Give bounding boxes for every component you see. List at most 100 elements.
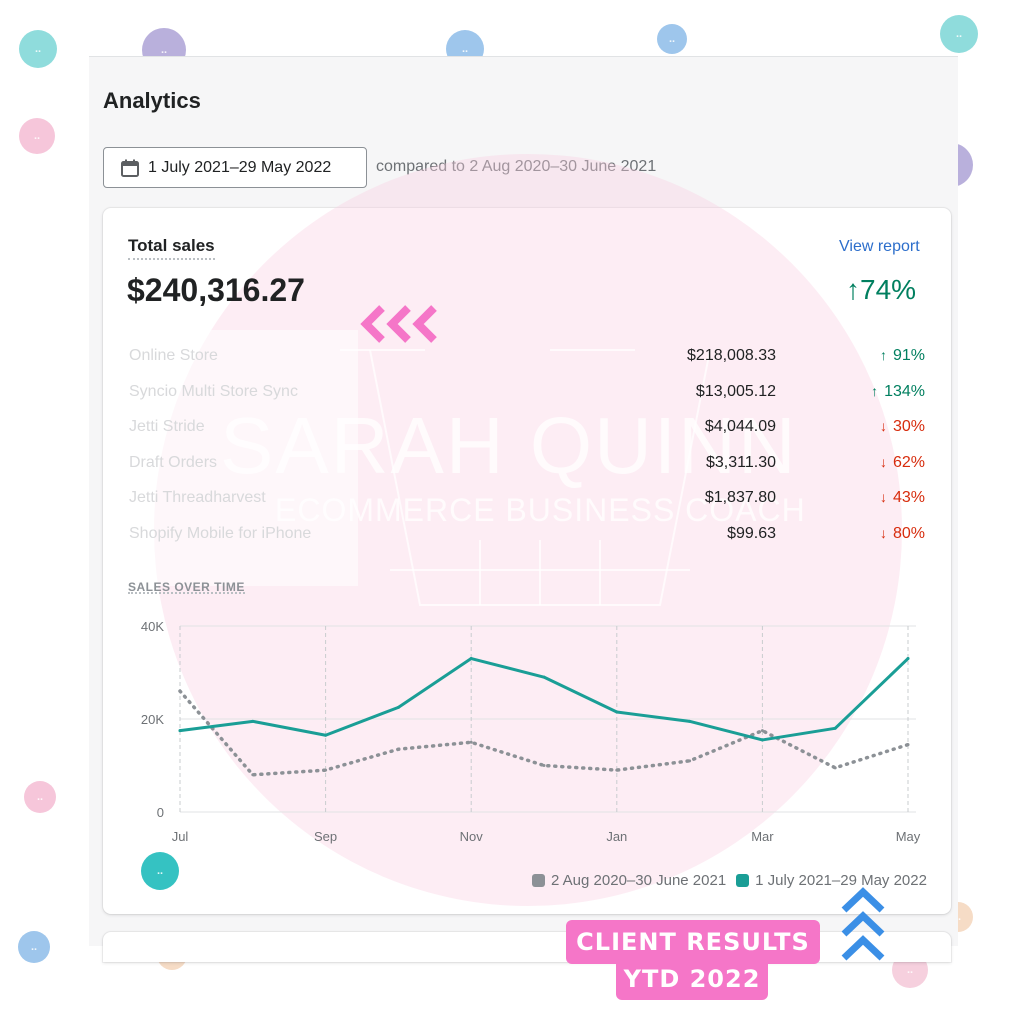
next-card <box>103 932 951 962</box>
date-range-button[interactable]: 1 July 2021–29 May 2022 <box>103 147 367 188</box>
data-point <box>688 719 692 723</box>
table-row: Shopify Mobile for iPhone $99.63 ↓ 80% <box>0 525 1024 561</box>
total-sales-change-value: 74% <box>860 274 917 305</box>
legend-swatch <box>736 874 750 887</box>
table-row: Jetti Stride $4,044.09 ↓ 30% <box>0 418 1024 454</box>
sales-source: Syncio Multi Store Sync <box>129 383 298 400</box>
data-point <box>469 740 473 744</box>
sales-amount: $13,005.12 <box>695 383 776 400</box>
data-point <box>542 675 546 679</box>
arrow-up-icon: ↑ <box>871 383 879 399</box>
page-title: Analytics <box>103 88 201 113</box>
data-point <box>833 766 837 770</box>
arrow-down-icon: ↓ <box>879 489 887 505</box>
sales-source: Jetti Stride <box>129 418 205 435</box>
data-point <box>688 759 692 763</box>
calendar-icon <box>120 158 140 178</box>
sales-source: Draft Orders <box>129 454 218 471</box>
x-tick-label: Nov <box>460 829 484 844</box>
arrow-up-icon: ↑ <box>879 347 887 363</box>
sales-change-value: 30% <box>892 418 925 435</box>
sales-change: ↓ 62% <box>880 454 925 472</box>
data-point <box>178 729 182 733</box>
sales-amount: $218,008.33 <box>687 347 776 364</box>
sales-change-value: 62% <box>892 454 925 471</box>
arrow-up-icon: ↑ <box>846 274 860 305</box>
sales-change: ↑ 134% <box>871 383 925 401</box>
x-tick-label: May <box>896 829 921 844</box>
data-point <box>396 705 400 709</box>
data-point <box>615 710 619 714</box>
client-results-badge: CLIENT RESULTS <box>566 920 820 964</box>
data-point <box>906 743 910 747</box>
sales-change-value: 91% <box>892 347 925 364</box>
y-tick-label: 40K <box>141 619 164 634</box>
date-range-label: 1 July 2021–29 May 2022 <box>148 158 332 176</box>
cart-dot-icon: .. <box>19 30 57 68</box>
x-tick-label: Jul <box>172 829 189 844</box>
y-tick-label: 20K <box>141 712 164 727</box>
cart-dot-icon: .. <box>657 24 687 54</box>
sales-amount: $4,044.09 <box>704 418 776 435</box>
sales-amount: $1,837.80 <box>704 489 776 506</box>
data-point <box>178 689 182 693</box>
data-point <box>760 729 764 733</box>
data-point <box>906 657 910 661</box>
table-row: Jetti Threadharvest $1,837.80 ↓ 43% <box>0 489 1024 525</box>
legend-swatch <box>532 874 545 887</box>
watermark-basket-logo <box>340 349 711 606</box>
cart-dot-icon: .. <box>18 931 50 963</box>
sales-change: ↓ 30% <box>880 418 925 436</box>
data-point <box>396 747 400 751</box>
y-tick-label: 0 <box>157 805 164 820</box>
sales-source: Jetti Threadharvest <box>129 489 266 506</box>
comparison-text: compared to 2 Aug 2020–30 June 2021 <box>376 158 657 175</box>
data-point <box>324 768 328 772</box>
legend-item-current[interactable]: 1 July 2021–29 May 2022 <box>736 872 927 889</box>
sales-over-time-chart: 40K 20K 0 Jul Sep Nov Jan Mar May <box>141 619 921 844</box>
sales-source: Shopify Mobile for iPhone <box>129 525 312 542</box>
data-point <box>251 773 255 777</box>
chart-legend: 2 Aug 2020–30 June 2021 1 July 2021–29 M… <box>532 872 937 889</box>
sales-change-value: 134% <box>884 383 925 400</box>
x-tick-label: Mar <box>751 829 774 844</box>
data-point <box>760 738 764 742</box>
x-tick-label: Jan <box>606 829 627 844</box>
arrow-down-icon: ↓ <box>879 418 887 434</box>
table-row: Online Store $218,008.33 ↑ 91% <box>0 347 1024 383</box>
sales-change: ↓ 43% <box>880 489 925 507</box>
sales-amount: $3,311.30 <box>706 454 776 471</box>
data-point <box>251 719 255 723</box>
data-point <box>542 764 546 767</box>
sales-over-time-label[interactable]: SALES OVER TIME <box>128 580 245 594</box>
series-line-current <box>178 657 910 742</box>
arrow-down-icon: ↓ <box>879 454 887 470</box>
arrow-down-icon: ↓ <box>879 525 887 541</box>
data-point <box>833 726 837 730</box>
faded-overlay <box>110 330 358 586</box>
total-sales-change: ↑74% <box>846 274 916 306</box>
data-point <box>324 733 328 737</box>
cart-dot-icon: .. <box>940 15 978 53</box>
view-report-link[interactable]: View report <box>839 238 920 255</box>
data-point <box>615 768 619 772</box>
sales-amount: $99.63 <box>727 525 776 542</box>
cart-dot-icon: .. <box>24 781 56 813</box>
legend-item-previous[interactable]: 2 Aug 2020–30 June 2021 <box>532 872 726 889</box>
legend-label: 2 Aug 2020–30 June 2021 <box>551 872 727 889</box>
series-line-previous <box>178 689 910 777</box>
chevron-up-icon <box>841 887 885 961</box>
x-tick-label: Sep <box>314 829 337 844</box>
ytd-badge: YTD 2022 <box>616 958 768 1000</box>
sales-change: ↑ 91% <box>880 347 925 365</box>
table-row: Draft Orders $3,311.30 ↓ 62% <box>0 454 1024 490</box>
total-sales-label[interactable]: Total sales <box>128 236 215 260</box>
chevron-left-icon <box>360 305 437 343</box>
sales-change-value: 43% <box>892 489 925 506</box>
sales-source: Online Store <box>129 347 218 364</box>
table-row: Syncio Multi Store Sync $13,005.12 ↑ 134% <box>0 383 1024 419</box>
sales-change: ↓ 80% <box>880 525 925 543</box>
data-point <box>469 657 473 661</box>
cart-dot-icon: .. <box>141 852 179 890</box>
total-sales-amount: $240,316.27 <box>127 272 305 308</box>
